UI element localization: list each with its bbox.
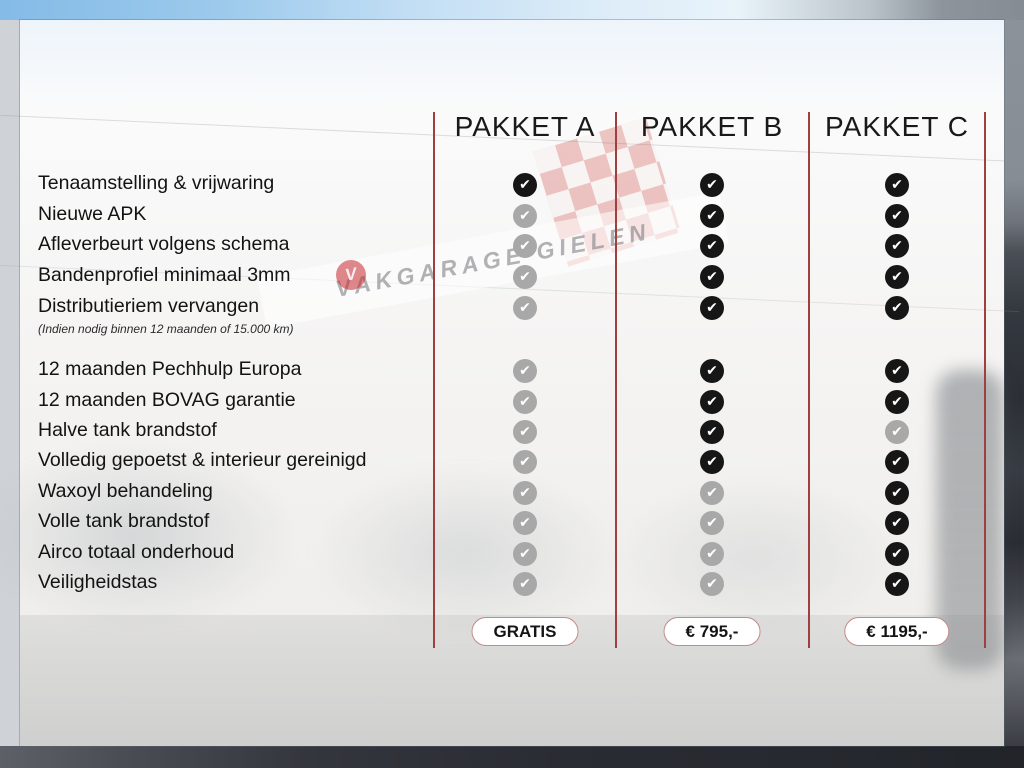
check-included-icon: ✔ bbox=[700, 420, 724, 444]
column-divider bbox=[984, 112, 986, 648]
check-excluded-icon: ✔ bbox=[513, 204, 537, 228]
feature-label: Bandenprofiel minimaal 3mm bbox=[38, 264, 291, 286]
sky-border-strip bbox=[0, 0, 1024, 20]
check-included-icon: ✔ bbox=[885, 390, 909, 414]
feature-label: Waxoyl behandeling bbox=[38, 480, 213, 502]
check-included-icon: ✔ bbox=[700, 173, 724, 197]
right-photo-strip bbox=[1004, 20, 1024, 746]
feature-label: Afleverbeurt volgens schema bbox=[38, 233, 290, 255]
feature-label: 12 maanden Pechhulp Europa bbox=[38, 358, 302, 380]
faded-sky-glow bbox=[20, 20, 1004, 110]
check-included-icon: ✔ bbox=[700, 234, 724, 258]
feature-label: Volle tank brandstof bbox=[38, 510, 210, 532]
check-excluded-icon: ✔ bbox=[700, 542, 724, 566]
faded-car-silhouette bbox=[610, 475, 900, 640]
check-included-icon: ✔ bbox=[513, 173, 537, 197]
check-included-icon: ✔ bbox=[700, 204, 724, 228]
asphalt-border-strip bbox=[0, 746, 1024, 768]
check-excluded-icon: ✔ bbox=[513, 265, 537, 289]
check-included-icon: ✔ bbox=[885, 572, 909, 596]
check-included-icon: ✔ bbox=[885, 234, 909, 258]
check-included-icon: ✔ bbox=[700, 265, 724, 289]
column-divider bbox=[808, 112, 810, 648]
package-c-price-button[interactable]: € 1195,- bbox=[844, 617, 950, 646]
dealership-sign: VAKGARAGE GIELEN bbox=[257, 191, 729, 329]
check-excluded-icon: ✔ bbox=[513, 296, 537, 320]
feature-label: Veiligheidstas bbox=[38, 571, 158, 593]
check-included-icon: ✔ bbox=[700, 296, 724, 320]
package-b-header: PAKKET B bbox=[640, 111, 784, 142]
vakgarage-logo-icon: V bbox=[333, 257, 369, 293]
check-excluded-icon: ✔ bbox=[513, 542, 537, 566]
check-excluded-icon: ✔ bbox=[513, 511, 537, 535]
check-included-icon: ✔ bbox=[700, 450, 724, 474]
check-excluded-icon: ✔ bbox=[513, 450, 537, 474]
package-a-price-button[interactable]: GRATIS bbox=[471, 617, 579, 646]
feature-label: Halve tank brandstof bbox=[38, 419, 217, 441]
check-included-icon: ✔ bbox=[700, 390, 724, 414]
check-included-icon: ✔ bbox=[885, 204, 909, 228]
check-excluded-icon: ✔ bbox=[513, 359, 537, 383]
column-divider bbox=[433, 112, 435, 648]
check-excluded-icon: ✔ bbox=[513, 420, 537, 444]
check-included-icon: ✔ bbox=[885, 296, 909, 320]
feature-label: 12 maanden BOVAG garantie bbox=[38, 389, 296, 411]
package-c-header: PAKKET C bbox=[825, 111, 969, 142]
check-excluded-icon: ✔ bbox=[885, 420, 909, 444]
check-included-icon: ✔ bbox=[885, 265, 909, 289]
feature-label: Airco totaal onderhoud bbox=[38, 541, 235, 563]
feature-label: Tenaamstelling & vrijwaring bbox=[38, 172, 275, 194]
package-comparison-panel: VAKGARAGE GIELEN V PAKKET A PAKKET B PAK… bbox=[0, 20, 1020, 746]
check-included-icon: ✔ bbox=[885, 511, 909, 535]
check-included-icon: ✔ bbox=[885, 542, 909, 566]
check-excluded-icon: ✔ bbox=[513, 572, 537, 596]
check-excluded-icon: ✔ bbox=[513, 390, 537, 414]
feature-label: Distributieriem vervangen bbox=[38, 295, 260, 317]
column-divider bbox=[615, 112, 617, 648]
left-photo-strip bbox=[0, 20, 20, 746]
check-included-icon: ✔ bbox=[885, 173, 909, 197]
package-b-price-button[interactable]: € 795,- bbox=[663, 617, 761, 646]
feature-note: (Indien nodig binnen 12 maanden of 15.00… bbox=[38, 322, 294, 336]
check-included-icon: ✔ bbox=[885, 481, 909, 505]
faded-car-silhouette bbox=[310, 465, 620, 640]
feature-label: Volledig gepoetst & interieur gereinigd bbox=[38, 449, 367, 471]
check-excluded-icon: ✔ bbox=[700, 511, 724, 535]
feature-label: Nieuwe APK bbox=[38, 203, 147, 225]
check-included-icon: ✔ bbox=[700, 359, 724, 383]
check-included-icon: ✔ bbox=[885, 450, 909, 474]
check-excluded-icon: ✔ bbox=[513, 481, 537, 505]
package-a-header: PAKKET A bbox=[454, 111, 596, 142]
check-excluded-icon: ✔ bbox=[700, 481, 724, 505]
check-excluded-icon: ✔ bbox=[700, 572, 724, 596]
check-included-icon: ✔ bbox=[885, 359, 909, 383]
check-excluded-icon: ✔ bbox=[513, 234, 537, 258]
